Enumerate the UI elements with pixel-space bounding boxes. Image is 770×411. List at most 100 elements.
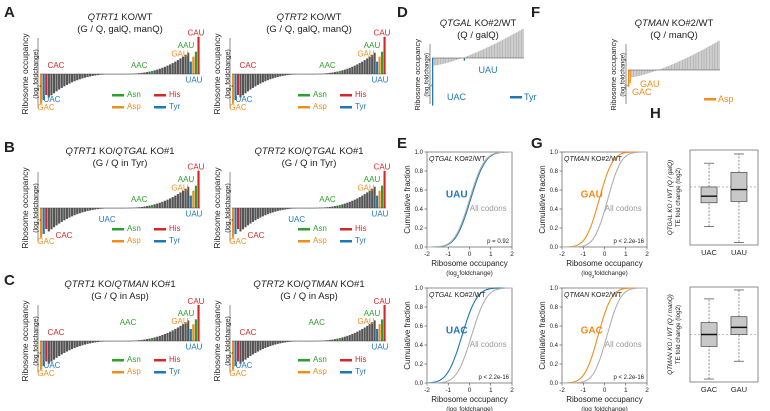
bar <box>336 205 339 208</box>
text-span: (log <box>225 221 232 233</box>
codon-label-uau: UAU <box>186 342 203 351</box>
bar <box>249 74 252 90</box>
bar <box>266 74 269 81</box>
bar <box>358 330 361 341</box>
x-tick-label: 0 <box>603 387 607 394</box>
text-span: 2 <box>427 84 432 87</box>
bar <box>47 74 50 98</box>
bar <box>143 339 146 341</box>
text-span: (log <box>425 87 431 97</box>
legend-label-tyr: Tyr <box>355 236 366 245</box>
bar <box>254 208 257 221</box>
bar <box>70 74 74 83</box>
bar <box>176 194 179 208</box>
bar <box>659 69 661 70</box>
bar <box>153 70 156 74</box>
bar <box>150 70 154 74</box>
bar <box>76 341 79 348</box>
bar <box>672 64 674 70</box>
bar <box>249 208 252 224</box>
bar <box>366 58 369 74</box>
bar <box>276 208 279 212</box>
chart-subtitle: (G / Q in Tyr) <box>93 158 148 169</box>
legend-label-his: His <box>169 90 181 99</box>
text-span: Ribosome occupancy <box>20 167 30 249</box>
bar <box>161 201 164 208</box>
bar <box>58 341 61 357</box>
y-axis-label: Ribosome occupancy <box>212 33 222 115</box>
bar <box>680 60 682 70</box>
panel-letter-h: H <box>650 105 661 122</box>
bar <box>368 56 371 74</box>
cdf-pvalue: p < 2.2e-16 <box>613 239 644 245</box>
bar <box>271 208 274 213</box>
text-span: Ribosome occupancy <box>413 39 422 111</box>
bar <box>356 64 359 74</box>
bar <box>239 74 242 98</box>
legend-swatch-his <box>340 359 352 362</box>
codon-label-gau: GAU <box>357 184 375 193</box>
text-span: 2 <box>623 84 628 87</box>
bar <box>158 202 161 208</box>
bar <box>381 51 384 74</box>
bar <box>192 324 195 341</box>
text-span: foldchange) <box>594 270 627 277</box>
bar <box>78 341 81 347</box>
x-tick-label: 1 <box>489 251 493 258</box>
bar <box>55 341 58 358</box>
codon-label-gau: GAU <box>640 79 660 89</box>
y-axis-label: Ribosome occupancy <box>212 167 222 249</box>
bar <box>94 341 97 343</box>
bar <box>70 341 74 350</box>
legend-swatch-tyr <box>340 106 352 109</box>
bar <box>234 74 237 101</box>
box <box>730 172 748 202</box>
bar <box>94 208 97 210</box>
codon-label-gac: GAC <box>229 237 247 246</box>
bar <box>648 70 650 74</box>
bar <box>251 74 254 88</box>
text-span: 2 <box>592 274 595 279</box>
bar <box>194 51 198 74</box>
bar <box>150 204 154 208</box>
text-span: 2 <box>457 274 460 279</box>
bar <box>169 64 172 74</box>
bar <box>256 341 259 352</box>
bar <box>326 340 329 341</box>
y-tick-label: 0.4 <box>415 343 424 349</box>
legend-swatch-tyr <box>340 371 352 374</box>
bar <box>239 208 242 232</box>
bar <box>716 41 719 70</box>
legend-swatch-his <box>154 228 166 231</box>
bar <box>343 69 346 74</box>
codon-label-aac: AAC <box>131 195 148 204</box>
text-span: KO#1 <box>148 146 175 157</box>
text-span: foldchange) <box>33 316 40 352</box>
bar <box>179 192 182 208</box>
bar <box>138 207 141 208</box>
waterfall-D <box>429 28 524 106</box>
bar <box>661 68 663 70</box>
bar <box>490 45 492 58</box>
bar <box>504 38 507 58</box>
bar <box>497 42 499 58</box>
y-tick-label: 1.0 <box>550 150 559 156</box>
x-tick-label: -1 <box>580 387 586 394</box>
y-tick-label: 1.0 <box>415 286 424 292</box>
codon-label-cau: CAU <box>188 297 205 306</box>
legend-label-asn: Asn <box>313 90 327 99</box>
cdf-line-uac <box>426 287 512 384</box>
bar <box>50 74 53 96</box>
text-span: foldchange) <box>225 49 232 85</box>
bar <box>366 325 369 341</box>
bar <box>653 70 655 72</box>
bar <box>341 204 344 208</box>
bar <box>179 58 182 74</box>
chart-title: QTRT2 KO/WT <box>277 12 342 23</box>
bar <box>484 48 486 58</box>
text-span: (log <box>225 87 232 99</box>
plot-frame <box>561 151 648 248</box>
bar <box>700 50 703 70</box>
bar <box>184 188 187 208</box>
bar <box>171 197 174 208</box>
